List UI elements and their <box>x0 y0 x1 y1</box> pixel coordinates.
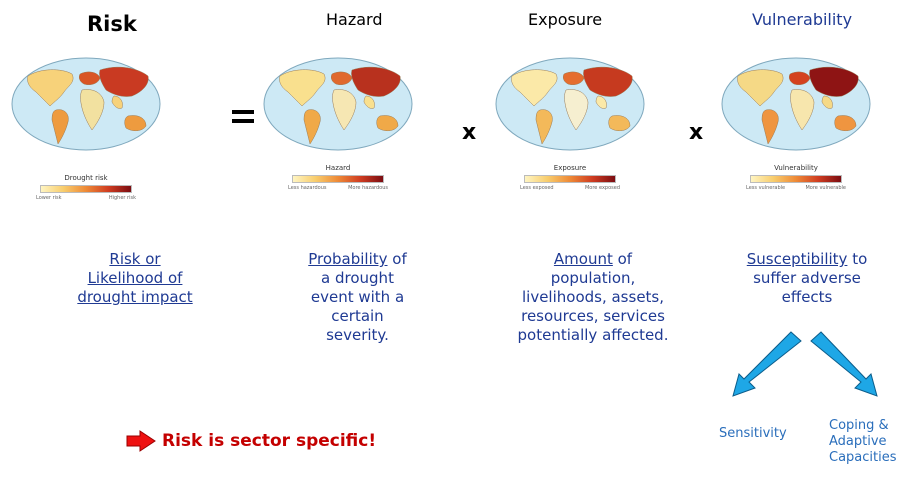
exposure-map-legend: Exposure Less exposed More exposed <box>494 164 646 191</box>
multiply-sign-2: x <box>689 120 704 145</box>
legend-color-bar <box>524 175 616 183</box>
legend-high-label: Higher risk <box>108 195 136 201</box>
vulnerability-desc-key: Susceptibility <box>746 250 848 268</box>
vulnerability-map <box>720 54 872 154</box>
risk-desc-line1: Risk or <box>109 250 161 268</box>
equals-sign <box>232 110 254 128</box>
legend-color-bar <box>40 185 132 193</box>
exposure-title: Exposure <box>528 10 603 29</box>
hazard-desc-line5: severity. <box>326 326 389 344</box>
legend-high-label: More hazardous <box>348 185 388 191</box>
vulnerability-desc-rest: to <box>847 250 868 268</box>
legend-title: Hazard <box>325 164 351 172</box>
hazard-desc-line3: event with a <box>310 288 405 306</box>
exposure-map <box>494 54 646 154</box>
exposure-desc-key: Amount <box>553 250 613 268</box>
exposure-desc-line5: potentially affected. <box>517 326 669 344</box>
legend-title: Drought risk <box>64 174 108 182</box>
hazard-desc-line4: certain <box>331 307 384 325</box>
legend-title: Vulnerability <box>774 164 818 172</box>
coping-adaptive-label: Coping & Adaptive Capacities <box>829 418 897 466</box>
vulnerability-desc-line2: suffer adverse <box>753 269 861 287</box>
multiply-sign-1: x <box>462 120 477 145</box>
legend-low-label: Less exposed <box>520 185 554 191</box>
vulnerability-desc-line3: effects <box>781 288 833 306</box>
hazard-description: Probability of a drought event with a ce… <box>285 250 430 345</box>
world-map <box>11 57 161 151</box>
legend-color-bar <box>750 175 842 183</box>
split-arrows <box>732 331 878 397</box>
legend-low-label: Less hazardous <box>288 185 327 191</box>
vulnerability-title: Vulnerability <box>752 10 853 29</box>
risk-description: Risk or Likelihood of drought impact <box>60 250 210 307</box>
world-map <box>495 57 645 151</box>
legend-low-label: Lower risk <box>36 195 62 201</box>
hazard-map-legend: Hazard Less hazardous More hazardous <box>262 164 414 191</box>
sector-specific-note: Risk is sector specific! <box>162 431 377 451</box>
legend-title: Exposure <box>553 164 587 172</box>
coping-line3: Capacities <box>829 450 897 465</box>
exposure-desc-line2: population, <box>550 269 636 287</box>
exposure-description: Amount of population, livelihoods, asset… <box>488 250 698 345</box>
hazard-desc-key: Probability <box>308 250 388 268</box>
risk-title: Risk <box>87 12 137 36</box>
arrow-to-sensitivity <box>732 331 802 397</box>
legend-high-label: More vulnerable <box>805 185 846 191</box>
legend-high-label: More exposed <box>584 185 620 191</box>
vulnerability-description: Susceptibility to suffer adverse effects <box>722 250 892 307</box>
hazard-desc-rest: of <box>387 250 407 268</box>
vulnerability-map-legend: Vulnerability Less vulnerable More vulner… <box>720 164 872 191</box>
exposure-desc-rest: of <box>612 250 633 268</box>
exposure-desc-line3: livelihoods, assets, <box>521 288 665 306</box>
coping-line2: Adaptive <box>829 434 887 449</box>
hazard-map <box>262 54 414 154</box>
risk-desc-line2: Likelihood of <box>87 269 183 287</box>
coping-line1: Coping & <box>829 418 889 433</box>
world-map <box>263 57 413 151</box>
right-arrow-icon <box>126 430 156 452</box>
legend-low-label: Less vulnerable <box>746 185 786 191</box>
exposure-desc-line4: resources, services <box>521 307 665 325</box>
risk-map <box>10 54 162 154</box>
sensitivity-label: Sensitivity <box>719 426 787 441</box>
legend-color-bar <box>292 175 384 183</box>
world-map <box>721 57 871 151</box>
hazard-title: Hazard <box>326 10 383 29</box>
hazard-desc-line2: a drought <box>321 269 394 287</box>
risk-map-legend: Drought risk Lower risk Higher risk <box>10 174 162 201</box>
arrow-to-coping <box>810 331 878 397</box>
risk-desc-line3: drought impact <box>77 288 193 306</box>
